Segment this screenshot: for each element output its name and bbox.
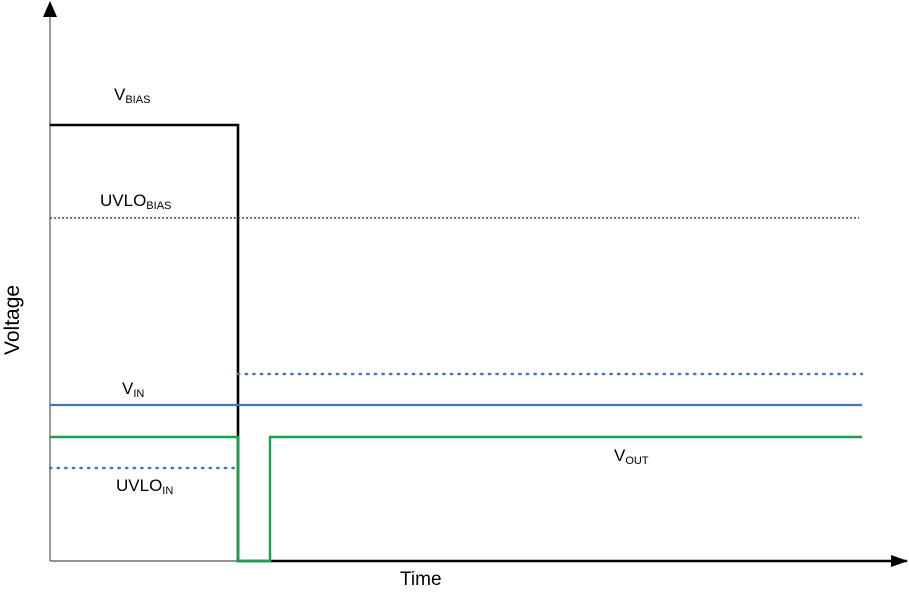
svg-text:VIN: VIN <box>122 379 144 400</box>
svg-text:Time: Time <box>400 569 442 590</box>
svg-text:VBIAS: VBIAS <box>114 85 150 106</box>
svg-text:VOUT: VOUT <box>614 446 649 467</box>
svg-text:Voltage: Voltage <box>1 285 24 355</box>
svg-text:UVLOIN: UVLOIN <box>116 476 173 497</box>
svg-text:UVLOBIAS: UVLOBIAS <box>100 191 171 212</box>
